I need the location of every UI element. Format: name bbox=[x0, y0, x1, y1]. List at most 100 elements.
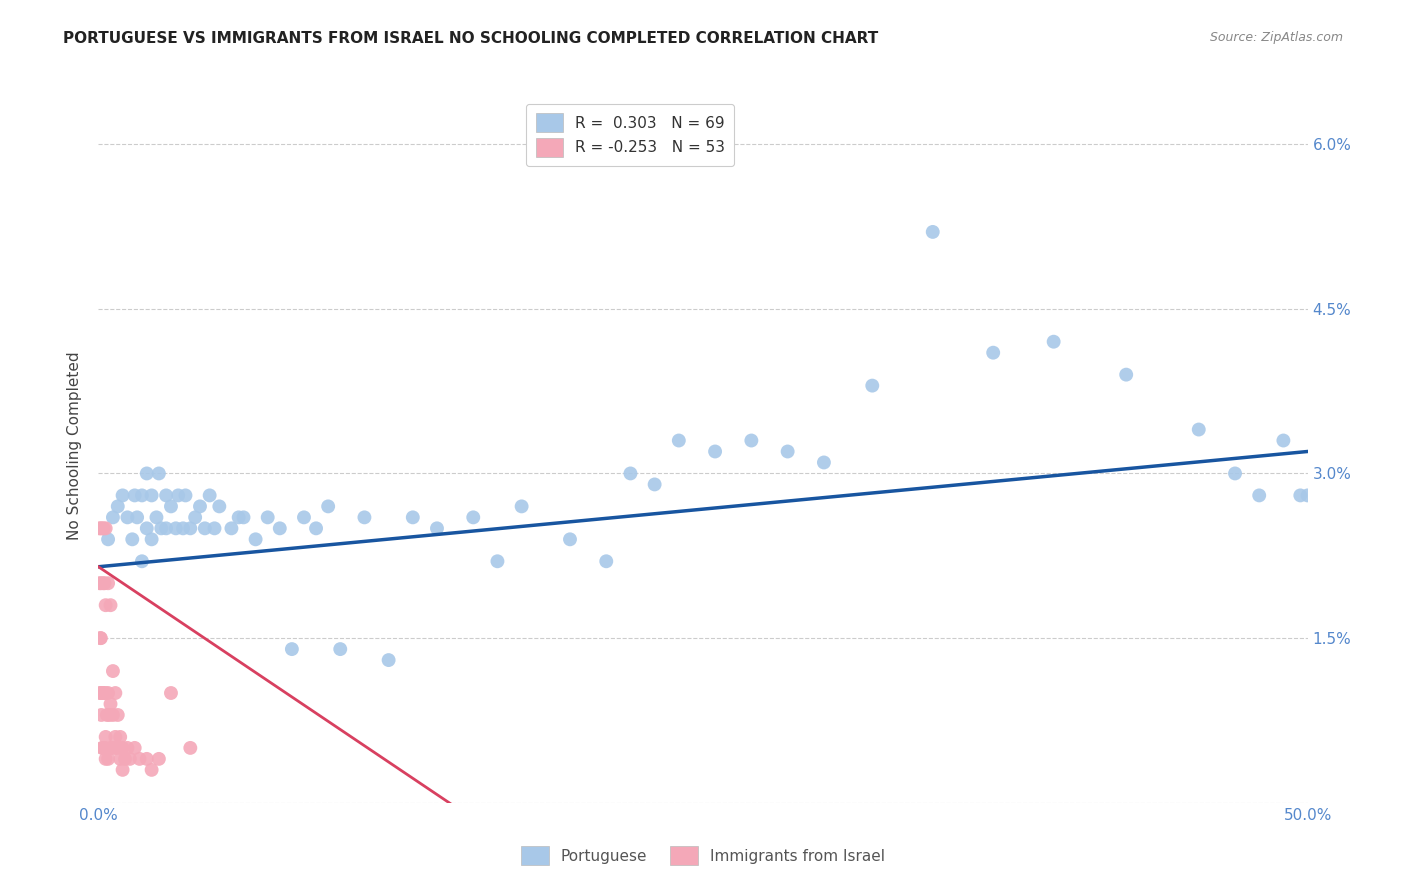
Point bbox=[118, 752, 141, 766]
Point bbox=[135, 467, 157, 481]
Point bbox=[141, 763, 163, 777]
Point bbox=[90, 521, 112, 535]
Point bbox=[644, 477, 666, 491]
Point bbox=[184, 510, 207, 524]
Point bbox=[89, 576, 111, 591]
Point bbox=[90, 631, 112, 645]
Point bbox=[117, 740, 139, 755]
Point bbox=[208, 500, 231, 514]
Point bbox=[91, 576, 114, 591]
Point bbox=[91, 740, 114, 755]
Point bbox=[245, 533, 267, 547]
Point bbox=[94, 752, 117, 766]
Point bbox=[114, 752, 136, 766]
Point bbox=[107, 500, 129, 514]
Point bbox=[1042, 334, 1064, 349]
Point bbox=[256, 510, 278, 524]
Point bbox=[111, 740, 134, 755]
Point bbox=[100, 697, 122, 711]
Point bbox=[94, 730, 117, 744]
Point bbox=[1115, 368, 1137, 382]
Point bbox=[104, 730, 127, 744]
Point bbox=[1249, 488, 1271, 502]
Point bbox=[1272, 434, 1295, 448]
Text: Source: ZipAtlas.com: Source: ZipAtlas.com bbox=[1209, 31, 1343, 45]
Point bbox=[128, 752, 150, 766]
Point bbox=[558, 533, 581, 547]
Point bbox=[148, 467, 170, 481]
Legend: R =  0.303   N = 69, R = -0.253   N = 53: R = 0.303 N = 69, R = -0.253 N = 53 bbox=[526, 104, 734, 166]
Point bbox=[221, 521, 243, 535]
Point bbox=[100, 740, 122, 755]
Point bbox=[155, 521, 177, 535]
Point bbox=[292, 510, 315, 524]
Text: PORTUGUESE VS IMMIGRANTS FROM ISRAEL NO SCHOOLING COMPLETED CORRELATION CHART: PORTUGUESE VS IMMIGRANTS FROM ISRAEL NO … bbox=[63, 31, 879, 46]
Point bbox=[104, 740, 127, 755]
Point bbox=[510, 500, 533, 514]
Point bbox=[107, 708, 129, 723]
Point bbox=[167, 488, 190, 502]
Legend: Portuguese, Immigrants from Israel: Portuguese, Immigrants from Israel bbox=[515, 840, 891, 871]
Point bbox=[100, 598, 122, 612]
Point bbox=[94, 598, 117, 612]
Point bbox=[188, 500, 211, 514]
Point bbox=[198, 488, 221, 502]
Point bbox=[91, 686, 114, 700]
Point bbox=[141, 488, 163, 502]
Point bbox=[204, 521, 226, 535]
Point bbox=[353, 510, 375, 524]
Y-axis label: No Schooling Completed: No Schooling Completed bbox=[67, 351, 83, 541]
Point bbox=[97, 686, 120, 700]
Point bbox=[174, 488, 197, 502]
Point bbox=[148, 752, 170, 766]
Point bbox=[127, 510, 149, 524]
Point bbox=[90, 576, 112, 591]
Point bbox=[172, 521, 194, 535]
Point bbox=[90, 686, 112, 700]
Point bbox=[619, 467, 641, 481]
Point bbox=[269, 521, 291, 535]
Point bbox=[141, 533, 163, 547]
Point bbox=[104, 686, 127, 700]
Point bbox=[160, 686, 183, 700]
Point bbox=[90, 708, 112, 723]
Point bbox=[704, 444, 727, 458]
Point bbox=[305, 521, 328, 535]
Point bbox=[860, 378, 883, 392]
Point bbox=[101, 708, 124, 723]
Point bbox=[228, 510, 250, 524]
Point bbox=[281, 642, 304, 657]
Point bbox=[981, 345, 1004, 359]
Point bbox=[179, 740, 201, 755]
Point bbox=[155, 488, 177, 502]
Point bbox=[463, 510, 485, 524]
Point bbox=[145, 510, 167, 524]
Point bbox=[160, 500, 183, 514]
Point bbox=[668, 434, 690, 448]
Point bbox=[150, 521, 173, 535]
Point bbox=[91, 521, 114, 535]
Point bbox=[97, 533, 120, 547]
Point bbox=[108, 752, 131, 766]
Point bbox=[107, 740, 129, 755]
Point bbox=[595, 554, 617, 568]
Point bbox=[1188, 423, 1211, 437]
Point bbox=[101, 664, 124, 678]
Point bbox=[179, 521, 201, 535]
Point bbox=[740, 434, 762, 448]
Point bbox=[135, 521, 157, 535]
Point bbox=[89, 631, 111, 645]
Point bbox=[117, 510, 139, 524]
Point bbox=[1296, 488, 1319, 502]
Point bbox=[93, 740, 115, 755]
Point bbox=[97, 752, 120, 766]
Point bbox=[1289, 488, 1312, 502]
Point bbox=[94, 686, 117, 700]
Point bbox=[124, 488, 146, 502]
Point bbox=[91, 686, 114, 700]
Point bbox=[97, 576, 120, 591]
Point bbox=[232, 510, 254, 524]
Point bbox=[377, 653, 399, 667]
Point bbox=[921, 225, 943, 239]
Point bbox=[426, 521, 449, 535]
